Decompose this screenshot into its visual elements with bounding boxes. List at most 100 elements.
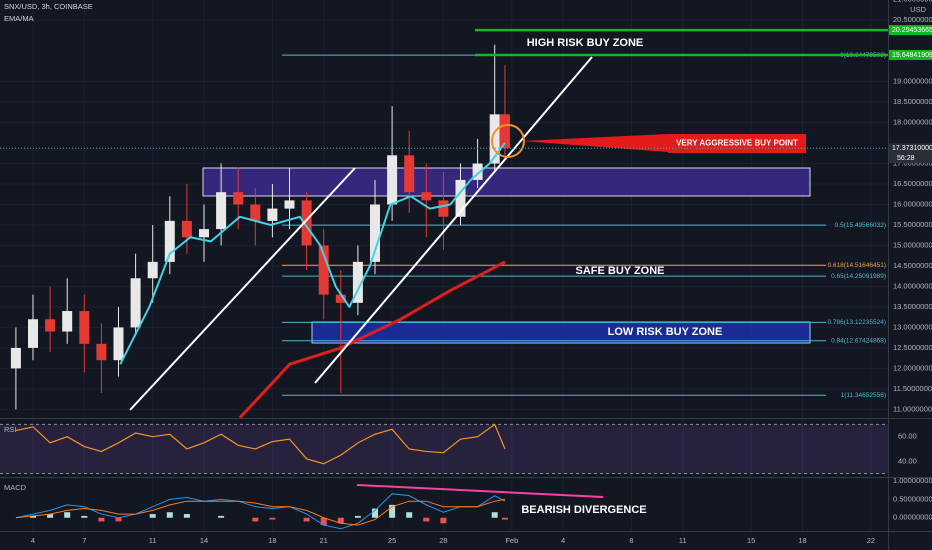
macd-tick-label: 0.00000000: [893, 513, 932, 522]
macd-histogram: [423, 517, 430, 522]
rsi-label: RSI: [4, 425, 17, 434]
macd-histogram: [115, 517, 122, 522]
last-price-label: 17.37310000: [892, 145, 932, 152]
candle-body: [96, 343, 107, 361]
macd-histogram: [303, 517, 310, 522]
y-tick-label: 12.00000000: [893, 363, 932, 372]
macd-histogram: [372, 508, 379, 518]
candle-body: [45, 319, 56, 332]
macd-histogram: [218, 515, 225, 518]
countdown: 56:28: [897, 155, 915, 162]
candle-body: [318, 245, 329, 295]
macd-histogram: [252, 517, 259, 522]
candle-body: [421, 192, 432, 201]
y-tick-label: 15.00000000: [893, 240, 932, 249]
fib-label: 0.5(15.49566032): [835, 222, 886, 229]
y-tick-label: 14.50000000: [893, 261, 932, 270]
x-tick-label: 18: [798, 536, 806, 545]
resistance-box: [202, 167, 811, 197]
y-tick-label: 13.50000000: [893, 302, 932, 311]
macd-histogram: [269, 517, 276, 520]
x-tick-label: Feb: [505, 536, 518, 545]
y-tick-label: 11.00000000: [893, 404, 932, 413]
x-tick-label: 15: [747, 536, 755, 545]
fib-label: 1(11.34652556): [841, 392, 886, 399]
macd-histogram: [98, 517, 105, 522]
macd-values: [15, 493, 506, 530]
x-tick-label: 11: [679, 536, 687, 545]
zone-label: LOW RISK BUY ZONE: [608, 326, 723, 338]
candle-body: [438, 200, 449, 217]
candle-body: [267, 208, 278, 221]
macd-panel: 1.00000000 0.50000000 0.00000000: [15, 476, 932, 530]
y-tick-label: 11.50000000: [893, 384, 932, 393]
candle-body: [10, 347, 21, 369]
overlays: [119, 142, 506, 419]
y-tick-label: 13.00000000: [893, 322, 932, 331]
last-price-tag: [889, 143, 932, 164]
price-tag: [889, 25, 932, 36]
candles: [10, 44, 510, 410]
fib-label: 0.84(12.67424868): [831, 338, 886, 345]
macd-histogram: [320, 517, 327, 526]
macd-signal: [15, 498, 506, 526]
x-tick-label: 21: [320, 536, 328, 545]
x-tick-label: 25: [388, 536, 396, 545]
y-tick-label: 20.50000000: [893, 15, 932, 24]
price-tag: [889, 49, 932, 60]
macd-histogram: [81, 515, 88, 518]
indicator-label: EMA/MA: [4, 14, 34, 23]
x-tick-label: 22: [867, 536, 875, 545]
candle-body: [216, 192, 227, 230]
trendline: [314, 56, 593, 384]
x-tick-label: 4: [31, 536, 35, 545]
divergence-label: BEARISH DIVERGENCE: [521, 504, 646, 516]
candle-body: [489, 114, 500, 164]
candle-body: [499, 114, 510, 149]
macd-histogram: [389, 504, 396, 518]
candle-body: [387, 155, 398, 205]
zone-label: SAFE BUY ZONE: [575, 265, 664, 277]
macd-tick-label: 1.00000000: [893, 476, 932, 485]
x-tick-label: 7: [82, 536, 86, 545]
callout-text: VERY AGGRESSIVE BUY POINT: [676, 139, 798, 148]
y-tick-label: 19.00000000: [893, 77, 932, 86]
macd-histogram: [491, 512, 498, 518]
candle-body: [164, 220, 175, 262]
x-tick-label: 8: [629, 536, 633, 545]
callout-pointer: [522, 134, 668, 152]
candle-body: [352, 261, 363, 303]
price-tag-label: 20.25453665: [892, 27, 932, 34]
candle-body: [284, 200, 295, 209]
macd-histogram: [440, 517, 447, 524]
fib-label: 0.618(14.51646451): [827, 262, 886, 269]
candle-body: [404, 155, 415, 193]
x-tick-label: 11: [149, 536, 157, 545]
candle-body: [147, 261, 158, 279]
macd-histogram: [337, 517, 344, 524]
candle-body: [335, 294, 346, 303]
y-tick-label: 18.00000000: [893, 118, 932, 127]
x-tick-label: 18: [268, 536, 276, 545]
candle-body: [472, 163, 483, 180]
candle-body: [28, 319, 39, 348]
candle-body: [455, 179, 466, 217]
moving-average: [238, 260, 506, 419]
y-tick-label: 16.50000000: [893, 179, 932, 188]
y-tick-label: 14.00000000: [893, 281, 932, 290]
y-tick-label: 18.50000000: [893, 97, 932, 106]
rsi-band: [0, 424, 888, 474]
rsi-line: [15, 423, 506, 465]
macd-tick-label: 0.50000000: [893, 494, 932, 503]
x-tick-label: 4: [561, 536, 565, 545]
macd-histogram: [30, 515, 37, 518]
divergence-line: [356, 484, 604, 498]
rsi-tick-label: 40.00: [898, 456, 917, 465]
macd-histogram: [166, 512, 173, 518]
trendline: [129, 167, 356, 411]
x-tick-label: 14: [200, 536, 208, 545]
price-tag-label: 19.64841909: [892, 52, 932, 59]
candle-body: [301, 200, 312, 246]
x-tick-label: 28: [439, 536, 447, 545]
